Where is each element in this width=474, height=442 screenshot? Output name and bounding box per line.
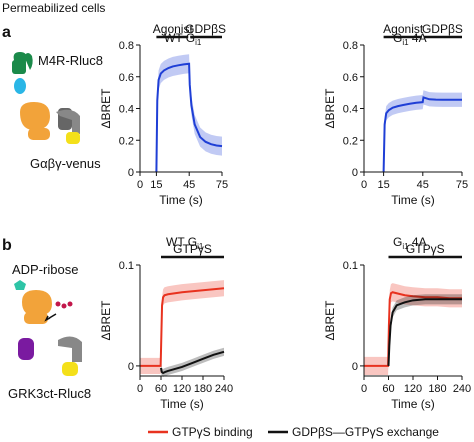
y-axis-label: ΔBRET — [323, 88, 337, 129]
protocol-label: GDPβS — [185, 22, 226, 36]
series-line — [382, 96, 462, 173]
x-tick-label: 240 — [453, 383, 471, 395]
schematic-b: ADP-ribose GRK3ct-Rluc8 — [8, 262, 91, 401]
exchange-arrow-icon — [44, 313, 57, 322]
chart-title-main: WT G — [166, 235, 197, 249]
nucleotide-icon — [55, 301, 61, 307]
g-alpha-b-base-icon — [24, 312, 48, 324]
x-tick-label: 180 — [194, 383, 212, 395]
x-axis-label: Time (s) — [159, 193, 203, 207]
venus-icon — [66, 132, 80, 144]
nucleotide-icon — [67, 301, 73, 307]
y-axis-label: ΔBRET — [323, 300, 337, 341]
chart-title-sub: i1 — [195, 38, 202, 47]
g-alpha-base-icon — [28, 128, 50, 140]
protocol-label: Agonist — [153, 22, 194, 36]
x-tick-label: 0 — [137, 383, 143, 395]
series-line — [160, 350, 225, 375]
grk-rluc-icon — [62, 362, 78, 376]
legend: GTPγS binding GDPβS—GTPγS exchange — [148, 425, 439, 439]
x-axis-label: Time (s) — [391, 397, 435, 411]
g-alpha-icon — [20, 102, 50, 130]
grk-label: GRK3ct-Rluc8 — [8, 386, 91, 401]
y-tick-label: 0.8 — [119, 40, 134, 52]
series-band — [140, 280, 224, 374]
y-tick-label: 0.1 — [119, 260, 134, 272]
x-tick-label: 75 — [456, 179, 468, 191]
chart-title: Gi1 4A — [393, 235, 427, 251]
x-tick-label: 0 — [361, 383, 367, 395]
chart-1: Gi1 4AAgonistGDPβS00.20.40.60.80154575Ti… — [323, 22, 468, 207]
luciferase-icon — [14, 78, 26, 94]
chart-title-sub: i1 — [197, 242, 204, 251]
y-tick-label: 0.6 — [343, 72, 358, 84]
y-tick-label: 0 — [352, 361, 358, 373]
y-tick-label: 0.4 — [119, 104, 134, 116]
x-tick-label: 0 — [137, 179, 143, 191]
series-line — [387, 298, 462, 366]
y-tick-label: 0.1 — [343, 260, 358, 272]
y-tick-label: 0 — [128, 167, 134, 179]
x-tick-label: 180 — [428, 383, 446, 395]
panel-label-a: a — [2, 24, 11, 41]
adp-ribose-icon — [14, 280, 26, 290]
g-alpha-b-icon — [22, 290, 52, 316]
schematic-a: M4R-Rluc8 Gαβγ-venus — [12, 52, 103, 171]
charts: WT Gi1AgonistGDPβS00.20.40.60.80154575Ti… — [99, 22, 471, 411]
panel-label-b: b — [2, 237, 12, 254]
y-tick-label: 0.4 — [343, 104, 358, 116]
x-tick-label: 0 — [361, 179, 367, 191]
protocol-label: GTPγS — [406, 242, 445, 256]
nucleotide-icon — [61, 303, 67, 309]
x-tick-label: 45 — [417, 179, 429, 191]
adp-ribose-label: ADP-ribose — [12, 262, 78, 277]
y-axis-label: ΔBRET — [99, 300, 113, 341]
x-axis-label: Time (s) — [160, 397, 204, 411]
series-line — [155, 62, 223, 173]
y-tick-label: 0.2 — [343, 135, 358, 147]
g-gamma-icon — [56, 109, 80, 134]
chart-title-sub: i1 — [402, 242, 409, 251]
series-band — [383, 90, 462, 180]
chart-0: WT Gi1AgonistGDPβS00.20.40.60.80154575Ti… — [99, 22, 228, 207]
y-tick-label: 0.6 — [119, 72, 134, 84]
figure-header: Permeabilized cells — [2, 1, 105, 15]
chart-title-main: G — [393, 235, 402, 249]
legend-label-exchange: GDPβS—GTPγS exchange — [292, 425, 439, 439]
receptor-label: M4R-Rluc8 — [38, 53, 103, 68]
g-gamma-b-icon — [58, 336, 82, 362]
series-band — [388, 294, 462, 371]
y-tick-label: 0.2 — [119, 135, 134, 147]
y-axis-label: ΔBRET — [99, 88, 113, 129]
protocol-label: GDPβS — [422, 22, 463, 36]
chart-title-sub: i1 — [402, 38, 409, 47]
y-tick-label: 0 — [352, 167, 358, 179]
x-tick-label: 240 — [215, 383, 233, 395]
g-protein-label: Gαβγ-venus — [30, 156, 101, 171]
x-tick-label: 60 — [155, 383, 167, 395]
legend-label-gtpgs: GTPγS binding — [172, 425, 253, 439]
g-beta-b-icon — [18, 338, 34, 360]
y-tick-label: 0 — [128, 361, 134, 373]
chart-title: WT Gi1 — [166, 235, 204, 251]
x-axis-label: Time (s) — [391, 193, 435, 207]
x-tick-label: 75 — [216, 179, 228, 191]
x-tick-label: 45 — [183, 179, 195, 191]
x-tick-label: 60 — [382, 383, 394, 395]
series-line — [140, 287, 225, 367]
chart-title-suffix: 4A — [409, 235, 427, 249]
receptor-body-icon — [12, 60, 26, 74]
x-tick-label: 120 — [404, 383, 422, 395]
x-tick-label: 120 — [173, 383, 191, 395]
x-tick-label: 15 — [377, 179, 389, 191]
series-band — [156, 54, 222, 182]
protocol-label: Agonist — [383, 22, 424, 36]
x-tick-label: 15 — [150, 179, 162, 191]
y-tick-label: 0.8 — [343, 40, 358, 52]
protocol-label: GTPγS — [173, 242, 212, 256]
